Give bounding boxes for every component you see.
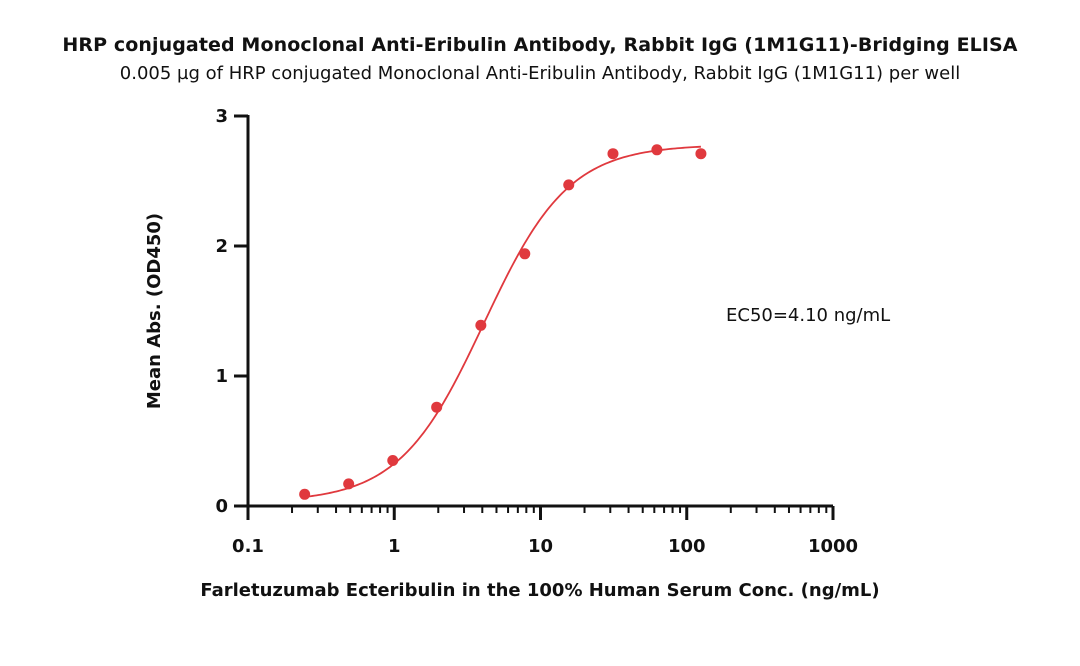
- x-axis-title: Farletuzumab Ecteribulin in the 100% Hum…: [200, 580, 879, 601]
- x-tick-label: 0.1: [232, 536, 264, 557]
- data-points: [299, 144, 707, 500]
- data-point: [343, 478, 355, 490]
- chart-subtitle: 0.005 µg of HRP conjugated Monoclonal An…: [119, 63, 961, 84]
- y-tick-label: 2: [215, 236, 228, 257]
- data-point: [651, 144, 663, 156]
- data-point: [431, 401, 443, 413]
- y-tick-label: 0: [215, 496, 228, 517]
- chart-title: HRP conjugated Monoclonal Anti-Eribulin …: [62, 34, 1018, 56]
- x-tick-label: 100: [668, 536, 706, 557]
- x-tick-label: 10: [528, 536, 553, 557]
- data-point: [519, 248, 531, 260]
- y-axis-title: Mean Abs. (OD450): [144, 213, 165, 409]
- data-point: [607, 148, 619, 160]
- axes: 0 1 2 3 0.1 1 10 100 1000: [215, 106, 858, 557]
- y-tick-label: 1: [215, 366, 228, 387]
- data-point: [387, 455, 399, 466]
- data-point: [475, 319, 487, 331]
- ec50-annotation: EC50=4.10 ng/mL: [726, 305, 890, 326]
- data-point: [563, 179, 575, 191]
- data-point: [695, 148, 707, 160]
- x-tick-label: 1: [388, 536, 401, 557]
- y-tick-label: 3: [215, 106, 228, 127]
- x-tick-label: 1000: [808, 536, 858, 557]
- fit-curve: [304, 145, 701, 498]
- data-point: [299, 488, 311, 500]
